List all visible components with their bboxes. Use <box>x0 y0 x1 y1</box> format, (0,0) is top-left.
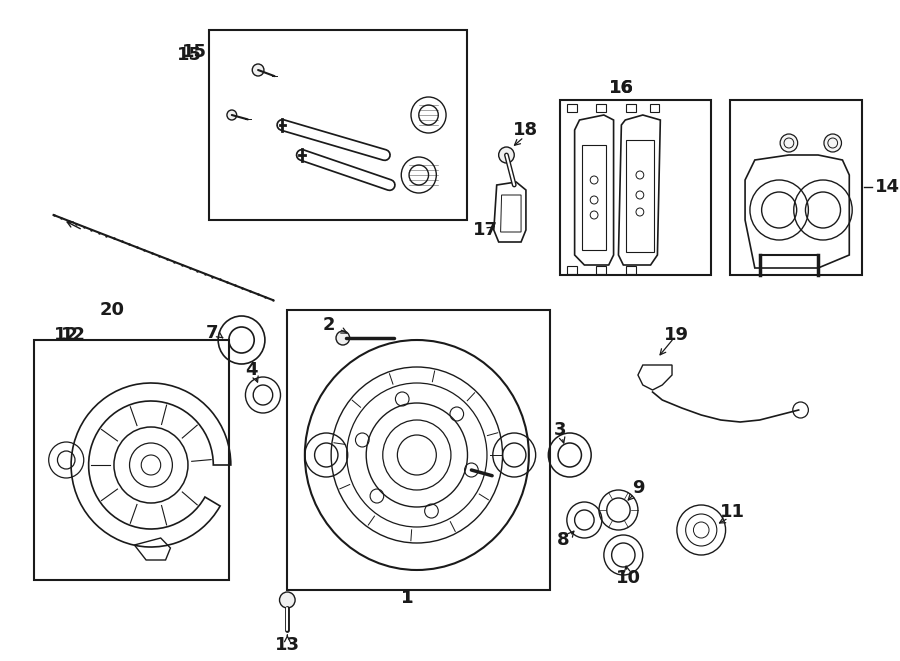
Bar <box>567 104 577 112</box>
Text: 3: 3 <box>554 421 566 439</box>
Text: 15: 15 <box>177 46 202 64</box>
Text: 13: 13 <box>274 636 300 654</box>
Bar <box>210 30 467 220</box>
Bar <box>626 104 636 112</box>
Text: 4: 4 <box>245 361 257 379</box>
Text: 20: 20 <box>100 301 124 319</box>
Bar <box>626 266 636 274</box>
Bar <box>731 100 862 275</box>
Text: 12: 12 <box>54 326 78 344</box>
Text: 7: 7 <box>206 324 219 342</box>
Circle shape <box>252 64 264 76</box>
Circle shape <box>499 147 514 163</box>
Text: 12: 12 <box>60 326 86 344</box>
Circle shape <box>336 331 349 345</box>
Text: 18: 18 <box>513 121 538 139</box>
Text: 16: 16 <box>609 79 634 97</box>
Circle shape <box>227 110 237 120</box>
Circle shape <box>780 134 797 152</box>
Text: 9: 9 <box>632 479 644 497</box>
Bar <box>287 310 550 590</box>
Bar <box>596 266 606 274</box>
Bar <box>34 340 229 580</box>
Bar <box>596 104 606 112</box>
Text: 8: 8 <box>556 531 570 549</box>
Text: 11: 11 <box>720 503 745 521</box>
Bar <box>560 100 711 275</box>
Text: 19: 19 <box>664 326 689 344</box>
Bar <box>650 104 660 112</box>
Circle shape <box>280 592 295 608</box>
Text: 15: 15 <box>183 43 207 61</box>
Bar <box>567 266 577 274</box>
Text: 16: 16 <box>609 79 634 97</box>
Text: 1: 1 <box>400 589 413 607</box>
Circle shape <box>824 134 842 152</box>
Text: 1: 1 <box>400 589 413 607</box>
Text: 2: 2 <box>323 316 336 334</box>
Text: 10: 10 <box>616 569 641 587</box>
Text: 17: 17 <box>472 221 498 239</box>
Text: 14: 14 <box>875 178 900 196</box>
